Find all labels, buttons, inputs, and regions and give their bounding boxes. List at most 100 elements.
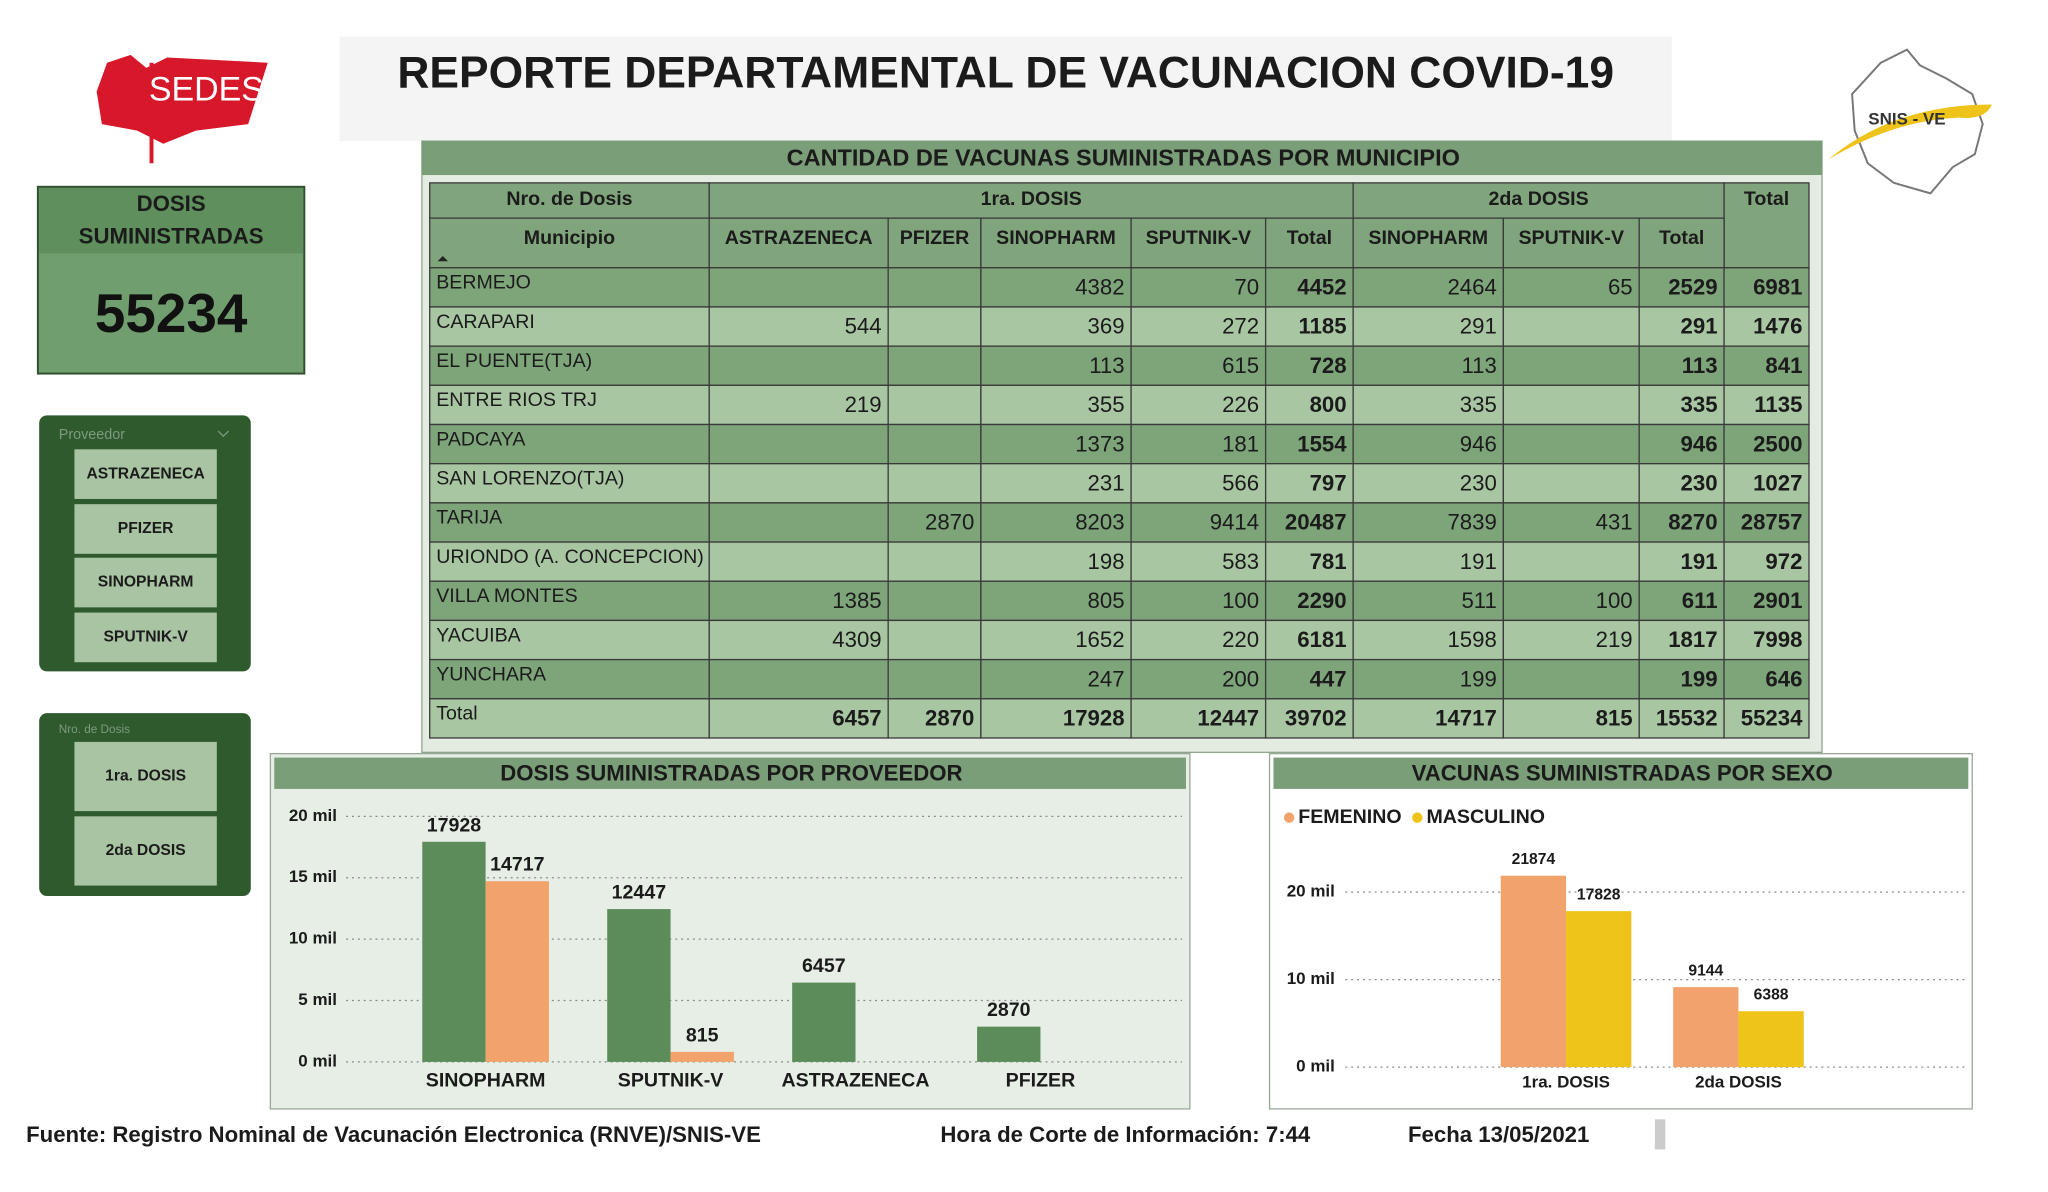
data-label: 9144 bbox=[1688, 963, 1723, 980]
table-cell bbox=[1502, 384, 1640, 426]
slicer-option[interactable]: SINOPHARM bbox=[98, 574, 194, 591]
slicer-button[interactable] bbox=[74, 612, 217, 663]
table-cell bbox=[887, 306, 982, 347]
table-value: 544 bbox=[845, 314, 882, 339]
slicer-option[interactable]: 2da DOSIS bbox=[106, 842, 186, 859]
table-value: 611 bbox=[1682, 588, 1718, 613]
table-value: 369 bbox=[1088, 314, 1125, 339]
table-cell bbox=[980, 306, 1132, 347]
table-value: 781 bbox=[1310, 549, 1347, 574]
table-group-header: Total bbox=[1744, 188, 1789, 210]
table-cell bbox=[1130, 384, 1267, 426]
chart-title-bar bbox=[274, 757, 1186, 789]
table-cell bbox=[1130, 267, 1267, 308]
data-label: 6388 bbox=[1754, 987, 1789, 1004]
table-cell bbox=[980, 698, 1132, 739]
table-value: 226 bbox=[1222, 392, 1259, 417]
bar bbox=[1566, 911, 1632, 1068]
table-value: 2290 bbox=[1297, 588, 1346, 613]
table-value: 1135 bbox=[1754, 392, 1802, 417]
y-tick-label: 0 mil bbox=[298, 1051, 337, 1070]
logo-text: SEDES bbox=[149, 70, 264, 108]
table-value: 583 bbox=[1222, 549, 1259, 574]
table-value: 200 bbox=[1222, 666, 1259, 691]
x-tick-label: SINOPHARM bbox=[426, 1070, 546, 1092]
table-value: 272 bbox=[1222, 314, 1259, 339]
slicer-button[interactable] bbox=[74, 741, 217, 812]
y-tick-label: 20 mil bbox=[1287, 882, 1335, 901]
table-cell bbox=[429, 541, 710, 582]
table-value: 800 bbox=[1310, 392, 1347, 417]
table-cell bbox=[708, 267, 889, 308]
table-value: 972 bbox=[1765, 549, 1802, 574]
table-cell bbox=[1638, 267, 1725, 308]
table-value: 355 bbox=[1088, 392, 1125, 417]
table-value: 219 bbox=[845, 392, 882, 417]
table-cell bbox=[1502, 345, 1640, 386]
table-row-label: CARAPARI bbox=[436, 311, 535, 333]
chart-title: VACUNAS SUMINISTRADAS POR SEXO bbox=[1412, 760, 1833, 785]
table-cell bbox=[1723, 267, 1810, 308]
table-column-header: Total bbox=[1659, 227, 1704, 249]
legend-label: MASCULINO bbox=[1426, 806, 1545, 828]
table-cell bbox=[1502, 619, 1640, 661]
table-cell bbox=[1502, 502, 1640, 543]
table-cell bbox=[1352, 384, 1504, 426]
table-cell bbox=[1502, 306, 1640, 347]
table-cell bbox=[1264, 267, 1354, 308]
table-cell bbox=[980, 619, 1132, 661]
table-cell bbox=[1638, 384, 1725, 426]
legend-marker bbox=[1412, 812, 1423, 823]
footer-bar bbox=[1654, 1119, 1666, 1150]
legend-label: FEMENINO bbox=[1298, 806, 1401, 828]
table-cell bbox=[1264, 698, 1354, 739]
table-cell bbox=[1502, 463, 1640, 504]
slicer-option[interactable]: ASTRAZENECA bbox=[86, 465, 204, 482]
bar bbox=[485, 881, 549, 1062]
slicer-button[interactable] bbox=[74, 816, 217, 886]
table-column-header: SINOPHARM bbox=[1368, 227, 1488, 249]
table-value: 7998 bbox=[1753, 627, 1802, 652]
table-value: 2529 bbox=[1668, 275, 1717, 300]
table-value: 566 bbox=[1222, 470, 1259, 495]
slicer-option[interactable]: 1ra. DOSIS bbox=[105, 768, 186, 785]
table-cell bbox=[887, 267, 982, 308]
table-cell bbox=[1130, 698, 1267, 739]
chart-title-bar bbox=[1273, 757, 1969, 789]
table-value: 70 bbox=[1234, 275, 1259, 300]
table-cell bbox=[1723, 182, 1810, 269]
table-value: 247 bbox=[1088, 666, 1125, 691]
table-value: 946 bbox=[1460, 431, 1497, 456]
page-title: REPORTE DEPARTAMENTAL DE VACUNACION COVI… bbox=[397, 49, 1614, 98]
table-value: 191 bbox=[1681, 549, 1718, 574]
table-value: 6181 bbox=[1297, 627, 1346, 652]
table-cell bbox=[1723, 580, 1810, 622]
table-value: 1385 bbox=[832, 588, 881, 613]
x-tick-label: SPUTNIK-V bbox=[618, 1070, 724, 1092]
table-value: 1027 bbox=[1753, 470, 1802, 495]
slicer-option[interactable]: PFIZER bbox=[118, 520, 174, 537]
bar bbox=[1673, 987, 1739, 1068]
table-cell bbox=[1638, 698, 1725, 739]
table-column-header: ASTRAZENECA bbox=[725, 227, 873, 249]
table-cell bbox=[1723, 345, 1810, 386]
slicer-button[interactable] bbox=[74, 557, 217, 608]
table-value: 841 bbox=[1765, 353, 1802, 378]
slicer-title: Nro. de Dosis bbox=[59, 723, 130, 736]
table-group-header: 2da DOSIS bbox=[1489, 188, 1589, 210]
table-cell bbox=[887, 384, 982, 426]
table-cell bbox=[708, 423, 889, 465]
slicer-button[interactable] bbox=[74, 449, 217, 499]
table-group-header: Nro. de Dosis bbox=[506, 188, 632, 210]
slicer-option[interactable]: SPUTNIK-V bbox=[103, 629, 188, 646]
sort-indicator bbox=[437, 256, 448, 262]
table-cell bbox=[1264, 217, 1354, 269]
title-box bbox=[339, 36, 1672, 142]
table-cell bbox=[1130, 423, 1267, 465]
table-cell bbox=[1502, 267, 1640, 308]
table-value: 113 bbox=[1089, 353, 1124, 378]
slicer-button[interactable] bbox=[74, 504, 217, 554]
table-value: 8203 bbox=[1075, 510, 1124, 535]
table-cell bbox=[1352, 502, 1504, 543]
